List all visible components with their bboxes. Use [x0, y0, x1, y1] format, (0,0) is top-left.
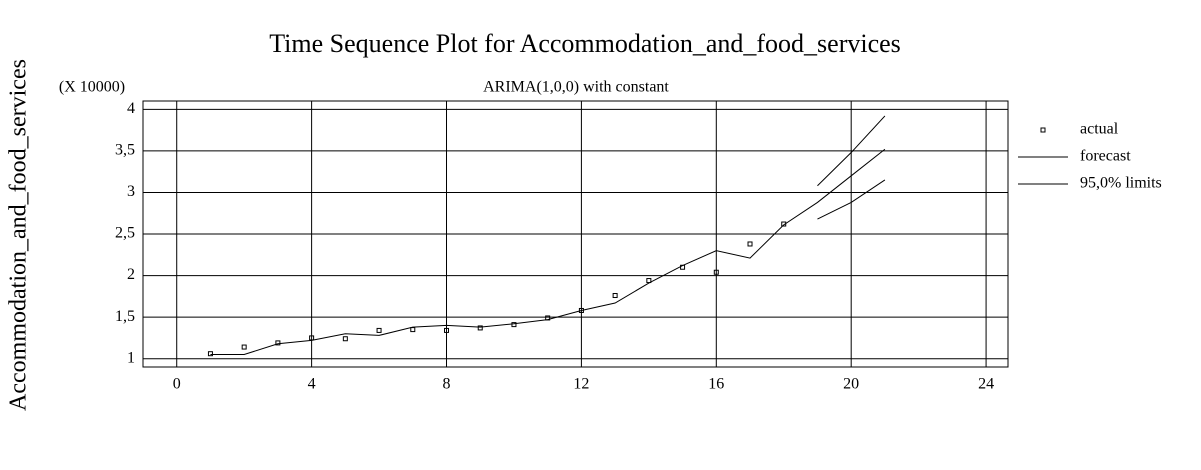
lower-limit-line [817, 179, 886, 220]
chart-title: Time Sequence Plot for Accommodation_and… [269, 29, 901, 58]
data-point [207, 351, 213, 357]
x-tick-label: 12 [573, 376, 589, 393]
data-point [376, 327, 382, 333]
data-point [275, 340, 281, 346]
chart-subtitle: ARIMA(1,0,0) with constant [483, 79, 669, 96]
data-point [511, 322, 517, 328]
x-tick-label: 8 [443, 376, 451, 393]
data-point [241, 344, 247, 350]
x-tick-label: 20 [843, 376, 859, 393]
legend-label: 95,0% limits [1080, 175, 1162, 192]
y-tick-label: 1 [127, 349, 135, 366]
y-tick-label: 3 [127, 183, 135, 200]
y-multiplier: (X 10000) [59, 79, 125, 96]
data-point [612, 293, 618, 299]
x-tick-label: 24 [978, 376, 994, 393]
x-tick-label: 0 [173, 376, 181, 393]
upper-limit-line [817, 115, 886, 187]
data-point [713, 269, 719, 275]
data-point [444, 327, 450, 333]
legend-marker [1040, 127, 1046, 133]
data-point [747, 241, 753, 247]
data-point [342, 336, 348, 342]
data-point [410, 327, 416, 333]
forecast-line [210, 148, 886, 356]
legend-label: forecast [1080, 148, 1131, 165]
x-tick-label: 16 [708, 376, 724, 393]
y-tick-label: 1,5 [115, 308, 135, 325]
x-tick-label: 4 [308, 376, 316, 393]
y-tick-label: 3,5 [115, 142, 135, 159]
legend-label: actual [1080, 121, 1119, 138]
y-tick-label: 4 [127, 100, 135, 117]
y-tick-label: 2 [127, 266, 135, 283]
data-point [477, 325, 483, 331]
y-axis-label: Accommodation_and_food_services [6, 59, 32, 411]
y-tick-label: 2,5 [115, 225, 135, 242]
